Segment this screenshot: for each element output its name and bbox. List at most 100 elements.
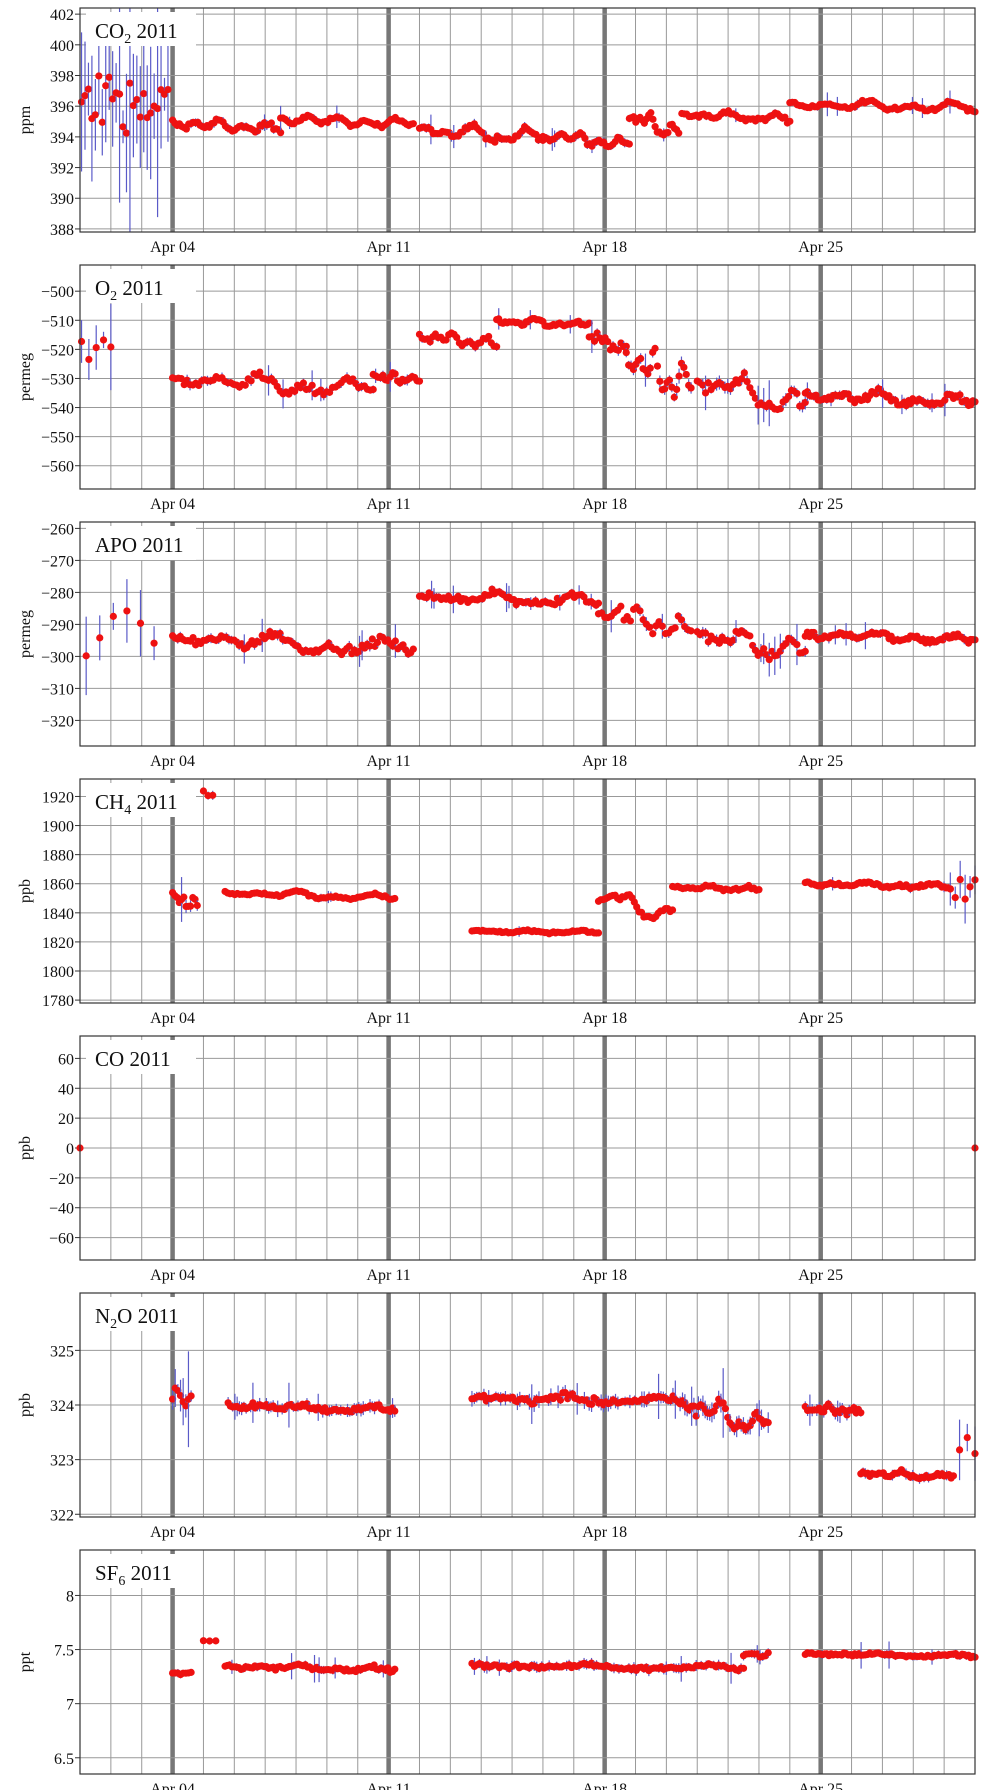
- x-tick-label: Apr 18: [582, 1524, 627, 1541]
- data-point: [956, 875, 964, 884]
- y-tick-label: −520: [41, 342, 74, 359]
- data-point: [77, 98, 86, 106]
- y-tick-label: 388: [50, 222, 74, 239]
- data-point: [247, 377, 255, 385]
- data-points: [168, 1351, 979, 1484]
- data-point: [85, 355, 93, 364]
- data-point: [658, 622, 666, 630]
- y-tick-label: 6.5: [54, 1751, 74, 1768]
- y-tick-label: 400: [50, 38, 74, 55]
- data-point: [656, 377, 664, 385]
- y-tick-label: −510: [41, 313, 74, 330]
- y-tick-label: 7.5: [54, 1643, 74, 1660]
- data-point: [649, 630, 657, 638]
- data-point: [109, 95, 117, 103]
- data-point: [704, 638, 712, 646]
- data-point: [129, 101, 137, 110]
- data-point: [764, 1419, 772, 1427]
- data-point: [682, 370, 690, 379]
- panel-title: CO 2011: [95, 1047, 171, 1071]
- data-point: [622, 348, 630, 357]
- data-point: [793, 640, 801, 649]
- y-tick-label: 396: [50, 99, 74, 116]
- y-tick-label: 1780: [42, 993, 74, 1010]
- y-tick-label: 325: [50, 1343, 74, 1360]
- data-point: [687, 384, 695, 392]
- data-point: [670, 393, 678, 401]
- data-point: [671, 624, 679, 632]
- data-point: [680, 363, 688, 371]
- data-point: [604, 337, 612, 346]
- data-point: [739, 1664, 748, 1672]
- data-point: [966, 883, 974, 891]
- y-tick-label: −300: [41, 649, 74, 666]
- x-tick-label: Apr 18: [582, 1010, 627, 1027]
- y-tick-label: 394: [50, 130, 74, 147]
- x-tick-label: Apr 11: [366, 1781, 410, 1790]
- data-point: [491, 138, 499, 146]
- x-tick-label: Apr 18: [582, 1267, 627, 1284]
- x-tick-label: Apr 04: [150, 496, 195, 513]
- y-tick-label: 390: [50, 191, 74, 208]
- plot-frame: [79, 7, 976, 233]
- data-point: [963, 1433, 971, 1442]
- data-point: [751, 394, 760, 402]
- data-point: [409, 120, 417, 128]
- data-point: [675, 129, 683, 137]
- panel-title-main: APO: [95, 533, 137, 557]
- panel-title-background: [86, 1554, 196, 1588]
- y-tick-label: 40: [58, 1081, 74, 1098]
- plot-frame: [79, 1035, 976, 1261]
- data-points: [77, 8, 979, 232]
- y-tick-label: −270: [41, 553, 74, 570]
- y-tick-label: 1900: [42, 819, 74, 836]
- data-point: [729, 636, 737, 644]
- data-point: [594, 929, 603, 937]
- panel-title-rest: 2011: [131, 19, 177, 43]
- data-point: [199, 1637, 208, 1645]
- data-point: [391, 370, 399, 378]
- y-tick-label: 322: [50, 1507, 74, 1524]
- panel-title-subscript: 6: [118, 1574, 125, 1589]
- data-point: [951, 893, 959, 902]
- data-point: [391, 637, 399, 645]
- data-point: [699, 381, 707, 389]
- panel-title-background: [86, 1040, 196, 1074]
- data-point: [668, 906, 677, 914]
- data-point: [647, 109, 655, 117]
- x-tick-label: Apr 04: [150, 753, 195, 770]
- data-point: [748, 1417, 757, 1425]
- data-point: [653, 362, 662, 370]
- panel-4: −60 −40 −20 0 20 40 60 Apr 04 Apr 11 Apr 18 Apr 25…: [17, 1035, 979, 1284]
- plot-frame: [79, 264, 976, 490]
- data-point: [961, 895, 969, 903]
- data-point: [84, 85, 93, 93]
- data-point: [140, 90, 148, 98]
- data-point: [453, 333, 461, 342]
- panel-title-subscript: 4: [124, 803, 131, 818]
- data-point: [594, 599, 603, 607]
- data-point: [206, 1637, 214, 1645]
- panel-title-subscript: 2: [110, 289, 117, 304]
- data-point: [186, 902, 195, 910]
- data-point: [267, 119, 276, 127]
- y-tick-label: 1920: [42, 789, 74, 806]
- data-points: [82, 579, 979, 696]
- y-tick-label: 398: [50, 69, 74, 86]
- x-tick-label: Apr 25: [798, 239, 843, 256]
- data-point: [102, 82, 110, 90]
- y-tick-label: −40: [49, 1201, 74, 1218]
- y-tick-label: −560: [41, 459, 74, 476]
- data-points: [168, 787, 979, 938]
- y-axis-label: ppm: [17, 105, 34, 134]
- data-point: [644, 370, 652, 378]
- data-point: [785, 392, 793, 401]
- data-point: [123, 607, 131, 615]
- panel-title: N2O 2011: [95, 1304, 179, 1332]
- data-point: [119, 123, 127, 131]
- data-point: [153, 104, 162, 113]
- data-point: [164, 85, 172, 94]
- data-point: [637, 354, 645, 363]
- panel-title-rest: 2011: [124, 1047, 170, 1071]
